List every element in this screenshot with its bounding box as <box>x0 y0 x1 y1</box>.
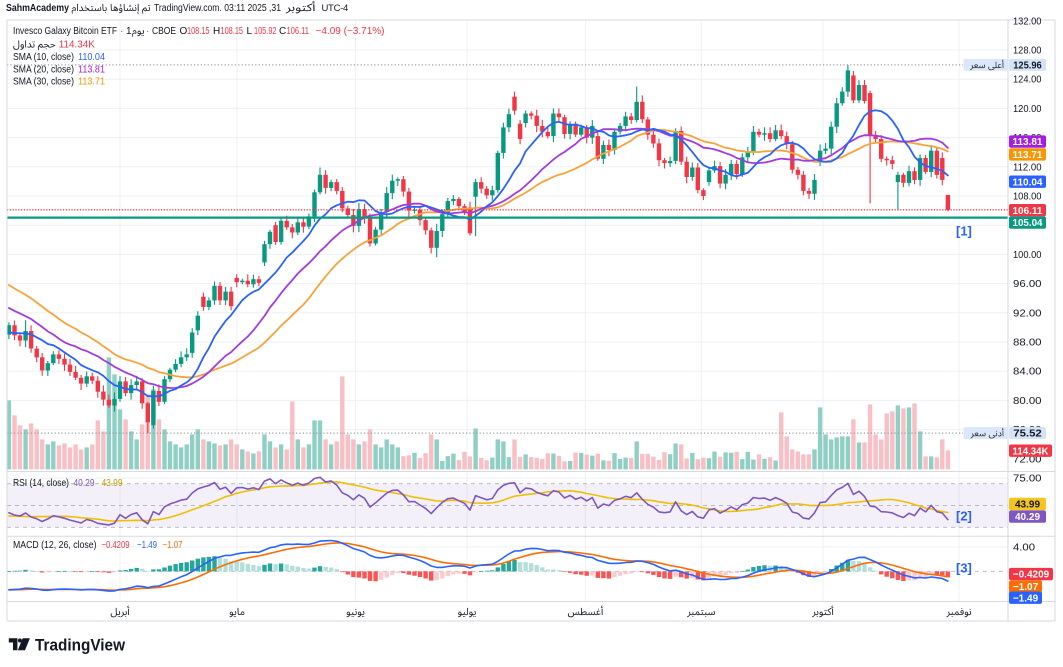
svg-text:[1]: [1] <box>956 224 972 239</box>
svg-text:C: C <box>279 26 286 37</box>
svg-text:UTC-4: UTC-4 <box>322 3 348 14</box>
svg-text:−0.4209: −0.4209 <box>102 540 130 551</box>
svg-text:113.71: 113.71 <box>1013 150 1043 161</box>
svg-text:43.99: 43.99 <box>1015 500 1040 511</box>
svg-text:80.00: 80.00 <box>1013 396 1042 407</box>
svg-text:4.00: 4.00 <box>1013 542 1035 553</box>
svg-text:O: O <box>180 26 188 37</box>
svg-text:128.00: 128.00 <box>1013 46 1042 57</box>
svg-text:−1.07: −1.07 <box>1013 582 1039 593</box>
svg-text:SMA (10, close): SMA (10, close) <box>13 52 74 63</box>
svg-text:SMA (20, close): SMA (20, close) <box>13 65 74 76</box>
svg-text:·: · <box>146 26 149 37</box>
svg-text:132.00: 132.00 <box>1013 16 1042 27</box>
svg-text:L: L <box>247 26 253 37</box>
svg-text:110.04: 110.04 <box>1013 177 1043 188</box>
svg-text:106.11: 106.11 <box>1013 206 1043 217</box>
svg-text:−4.09 (−3.71%): −4.09 (−3.71%) <box>316 26 385 37</box>
svg-text:100.00: 100.00 <box>1013 250 1042 261</box>
svg-text:96.00: 96.00 <box>1013 279 1042 290</box>
svg-text:−1.49: −1.49 <box>1013 593 1039 604</box>
svg-text:125.96: 125.96 <box>1013 61 1042 72</box>
svg-text:1: 1 <box>126 26 132 37</box>
svg-text:108.00: 108.00 <box>1013 192 1042 203</box>
svg-text:120.00: 120.00 <box>1013 104 1042 115</box>
svg-text:113.81: 113.81 <box>78 65 105 76</box>
svg-text:H: H <box>213 26 220 37</box>
svg-text:114.34K: 114.34K <box>1013 446 1050 457</box>
svg-text:113.81: 113.81 <box>1013 137 1043 148</box>
svg-text:SMA (30, close): SMA (30, close) <box>13 77 74 88</box>
svg-text:TradingView: TradingView <box>35 636 126 655</box>
svg-text:CBOE: CBOE <box>152 26 176 37</box>
svg-text:105.04: 105.04 <box>1013 218 1043 229</box>
svg-text:88.00: 88.00 <box>1013 338 1042 349</box>
svg-text:40.29: 40.29 <box>1015 512 1040 523</box>
svg-text:−0.4209: −0.4209 <box>1013 570 1050 581</box>
svg-text:106.11: 106.11 <box>287 26 310 37</box>
svg-text:Invesco Galaxy Bitcoin ETF: Invesco Galaxy Bitcoin ETF <box>13 26 117 37</box>
svg-text:[2]: [2] <box>956 509 972 524</box>
svg-text:113.71: 113.71 <box>78 77 105 88</box>
svg-text:110.04: 110.04 <box>78 52 105 63</box>
svg-text:75.00: 75.00 <box>1013 474 1042 485</box>
svg-text:92.00: 92.00 <box>1013 308 1042 319</box>
svg-text:75.52: 75.52 <box>1013 429 1042 440</box>
svg-text:108.15: 108.15 <box>187 26 210 37</box>
svg-text:105.92: 105.92 <box>254 26 277 37</box>
svg-text:84.00: 84.00 <box>1013 367 1042 378</box>
svg-text:72.00: 72.00 <box>1013 454 1042 465</box>
svg-text:124.00: 124.00 <box>1013 75 1042 86</box>
svg-text:108.15: 108.15 <box>221 26 244 37</box>
svg-text:−1.07: −1.07 <box>163 540 183 551</box>
svg-text:MACD (12, 26, close): MACD (12, 26, close) <box>13 540 97 551</box>
svg-text:−1.49: −1.49 <box>137 540 157 551</box>
svg-text:TradingView.com. 03:11 2025 ,3: TradingView.com. 03:11 2025 ,31 <box>154 3 281 14</box>
svg-text:114.34K: 114.34K <box>59 40 95 51</box>
svg-text:43.99: 43.99 <box>102 478 123 489</box>
svg-text:40.29: 40.29 <box>74 478 95 489</box>
svg-text:112.00: 112.00 <box>1013 162 1042 173</box>
svg-text:SahmAcademy: SahmAcademy <box>6 2 69 14</box>
svg-text:·: · <box>120 26 123 37</box>
svg-text:RSI (14, close): RSI (14, close) <box>13 478 69 489</box>
svg-text:[3]: [3] <box>956 561 972 576</box>
